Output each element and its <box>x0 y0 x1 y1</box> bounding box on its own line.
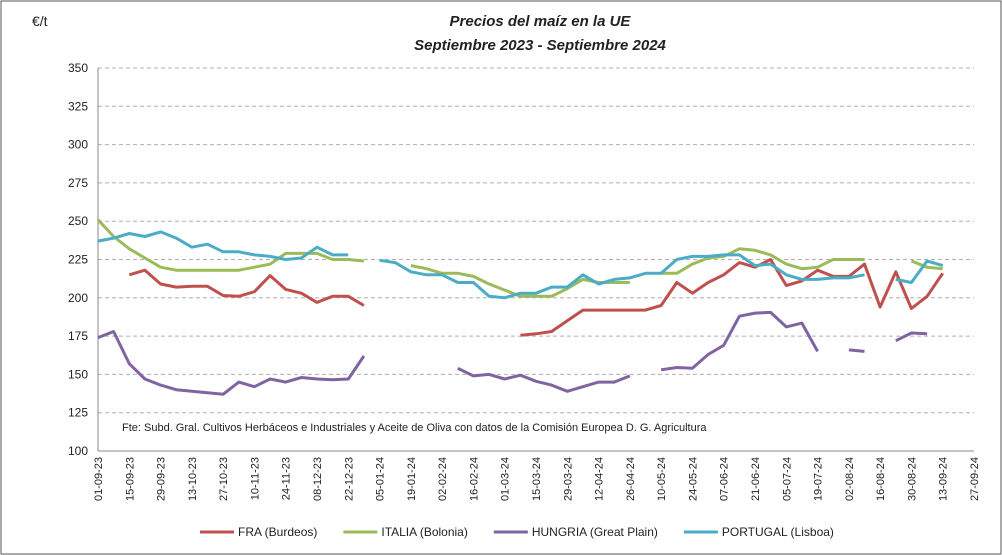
x-tick-label: 05-07-24 <box>781 457 793 501</box>
x-tick-label: 24-11-23 <box>281 457 293 500</box>
y-axis-label: €/t <box>32 13 48 29</box>
y-tick-label: 275 <box>68 176 88 190</box>
x-tick-label: 27-09-24 <box>969 457 981 501</box>
y-tick-label: 225 <box>68 253 88 267</box>
y-tick-label: 175 <box>68 329 88 343</box>
y-tick-label: 325 <box>68 99 88 113</box>
legend-label: FRA (Burdeos) <box>238 525 317 539</box>
x-tick-label: 27-10-23 <box>218 457 230 501</box>
x-tick-label: 16-08-24 <box>875 457 887 501</box>
series-line <box>97 310 928 396</box>
x-tick-label: 13-09-24 <box>938 457 950 501</box>
legend-label: PORTUGAL (Lisboa) <box>722 525 834 539</box>
x-tick-label: 13-10-23 <box>187 457 199 501</box>
x-tick-label: 21-06-24 <box>750 457 762 501</box>
x-tick-label: 30-08-24 <box>906 457 918 501</box>
x-tick-label: 22-12-23 <box>343 457 355 501</box>
x-tick-label: 02-08-24 <box>844 457 856 501</box>
series-line <box>128 258 944 337</box>
x-tick-label: 16-02-24 <box>468 457 480 501</box>
x-tick-label: 02-02-24 <box>437 457 449 501</box>
x-tick-label: 29-03-24 <box>562 457 574 501</box>
y-tick-label: 125 <box>68 406 88 420</box>
chart-title: Precios del maíz en la UE <box>450 13 632 30</box>
chart-subtitle: Septiembre 2023 - Septiembre 2024 <box>414 37 666 54</box>
series-line <box>97 230 944 300</box>
legend-label: HUNGRIA (Great Plain) <box>532 525 658 539</box>
x-tick-label: 15-03-24 <box>531 457 543 501</box>
source-note: Fte: Subd. Gral. Cultivos Herbáceos e In… <box>122 422 707 434</box>
y-tick-label: 150 <box>68 367 88 381</box>
x-tick-label: 07-06-24 <box>719 457 731 501</box>
x-tick-label: 15-09-23 <box>124 457 136 501</box>
y-tick-label: 350 <box>68 61 88 75</box>
y-tick-label: 250 <box>68 214 88 228</box>
y-tick-label: 300 <box>68 138 88 152</box>
x-tick-label: 08-12-23 <box>312 457 324 501</box>
x-tick-label: 01-09-23 <box>93 457 105 501</box>
x-tick-label: 19-01-24 <box>406 457 418 501</box>
legend-label: ITALIA (Bolonia) <box>381 525 467 539</box>
x-tick-label: 10-11-23 <box>249 457 261 500</box>
series-line <box>96 218 943 298</box>
x-tick-label: 05-01-24 <box>375 457 387 501</box>
x-tick-label: 19-07-24 <box>813 457 825 501</box>
y-tick-label: 100 <box>68 444 88 458</box>
x-tick-label: 12-04-24 <box>594 457 606 501</box>
y-tick-label: 200 <box>68 291 88 305</box>
x-tick-label: 26-04-24 <box>625 457 637 501</box>
x-tick-label: 01-03-24 <box>500 457 512 501</box>
x-tick-label: 29-09-23 <box>156 457 168 501</box>
x-tick-label: 10-05-24 <box>656 457 668 501</box>
x-tick-label: 24-05-24 <box>687 457 699 501</box>
